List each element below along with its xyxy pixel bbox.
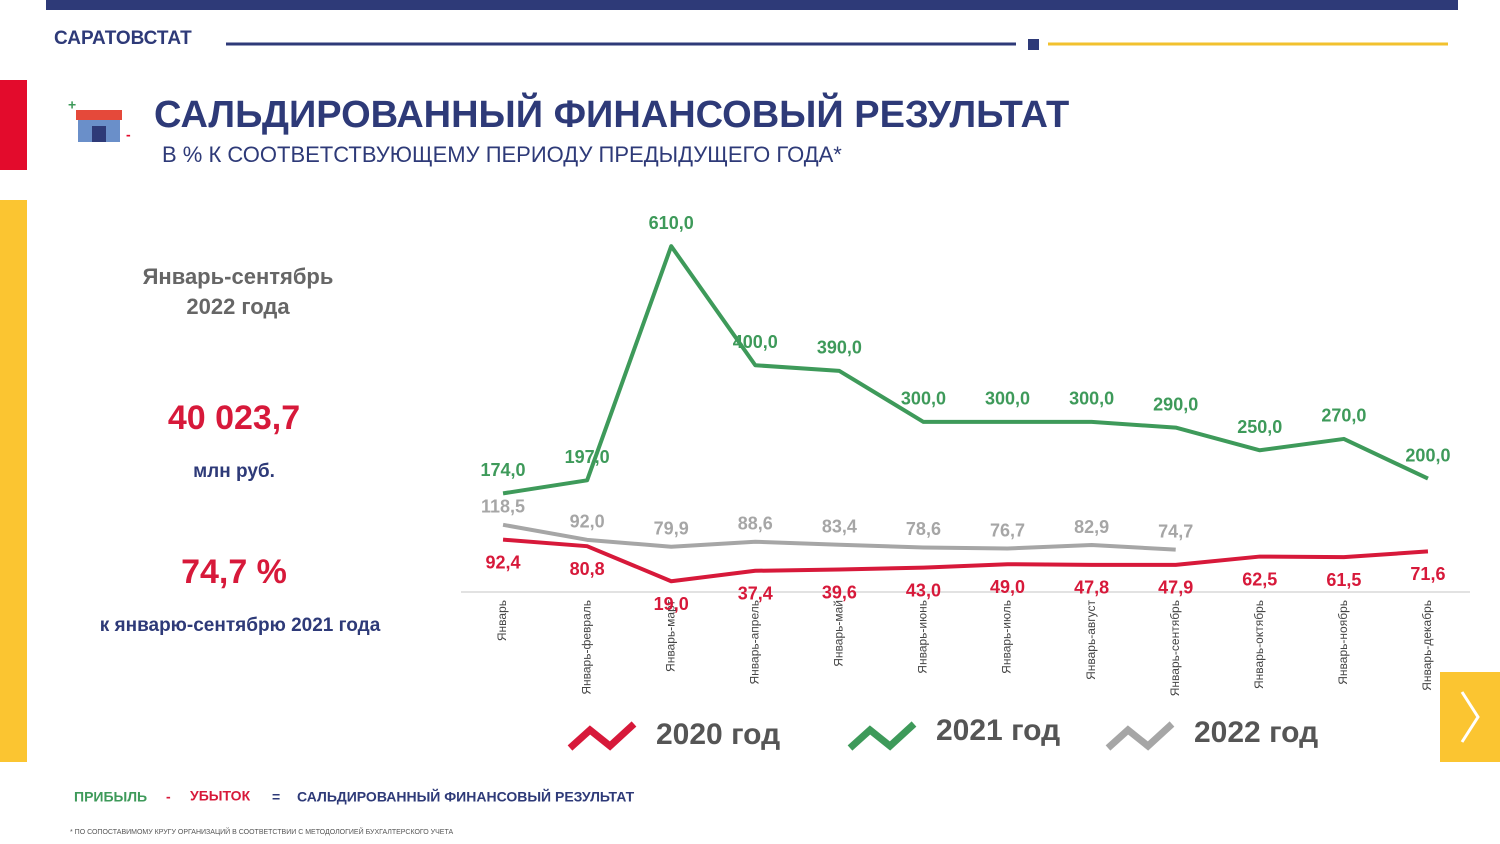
x-tick-label: Январь-август bbox=[1084, 600, 1098, 680]
data-label: 74,7 bbox=[1158, 521, 1193, 541]
data-label: 300,0 bbox=[1069, 389, 1114, 409]
summary-unit: млн руб. bbox=[193, 461, 275, 482]
data-label: 200,0 bbox=[1405, 445, 1450, 465]
x-tick-label: Январь-февраль bbox=[579, 600, 593, 695]
data-label: 250,0 bbox=[1237, 417, 1282, 437]
formula-profit: ПРИБЫЛЬ bbox=[74, 789, 147, 805]
data-label: 197,0 bbox=[565, 447, 610, 467]
data-label: 49,0 bbox=[990, 577, 1025, 597]
data-label: 270,0 bbox=[1321, 406, 1366, 426]
data-label: 610,0 bbox=[649, 213, 694, 233]
formula-result: САЛЬДИРОВАННЫЙ ФИНАНСОВЫЙ РЕЗУЛЬТАТ bbox=[297, 788, 635, 805]
data-label: 80,8 bbox=[570, 559, 605, 579]
svg-text:+: + bbox=[68, 97, 76, 113]
legend-swatch bbox=[847, 721, 917, 751]
summary-period: Январь-сентябрь bbox=[143, 264, 334, 289]
side-block bbox=[0, 80, 27, 170]
data-label: 78,6 bbox=[906, 519, 941, 539]
next-button[interactable] bbox=[1440, 672, 1500, 762]
data-label: 76,7 bbox=[990, 520, 1025, 540]
formula-loss: УБЫТОК bbox=[190, 788, 251, 804]
data-label: 300,0 bbox=[901, 389, 946, 409]
legend-label: 2020 год bbox=[656, 718, 780, 751]
x-tick-label: Январь-март bbox=[663, 600, 677, 672]
org-name: САРАТОВСТАТ bbox=[54, 28, 192, 49]
title: САЛЬДИРОВАННЫЙ ФИНАНСОВЫЙ РЕЗУЛЬТАТ bbox=[154, 91, 1069, 136]
shop-icon: + - bbox=[68, 97, 131, 143]
data-label: 71,6 bbox=[1410, 564, 1445, 584]
x-tick-label: Январь-октябрь bbox=[1252, 600, 1266, 689]
data-label: 43,0 bbox=[906, 580, 941, 600]
data-label: 174,0 bbox=[481, 460, 526, 480]
data-label: 62,5 bbox=[1242, 569, 1277, 589]
data-label: 92,4 bbox=[486, 552, 521, 572]
data-label: 47,9 bbox=[1158, 578, 1193, 598]
data-label: 390,0 bbox=[817, 338, 862, 358]
data-label: 92,0 bbox=[570, 512, 605, 532]
next-arrow bbox=[1460, 691, 1480, 743]
series-line bbox=[502, 537, 1429, 584]
footnote: * ПО СОПОСТАВИМОМУ КРУГУ ОРГАНИЗАЦИЙ В С… bbox=[70, 827, 454, 836]
series-line bbox=[502, 522, 1176, 552]
x-tick-label: Январь bbox=[495, 600, 509, 641]
top-bar bbox=[46, 0, 1458, 10]
x-tick-label: Январь-май bbox=[832, 600, 846, 667]
data-label: 88,6 bbox=[738, 514, 773, 534]
data-label: 39,6 bbox=[822, 582, 857, 602]
data-label: 400,0 bbox=[733, 332, 778, 352]
series-line bbox=[502, 244, 1429, 496]
x-tick-label: Январь-ноябрь bbox=[1336, 600, 1350, 685]
x-tick-label: Январь-июль bbox=[1000, 600, 1014, 674]
subtitle: В % К СООТВЕТСТВУЮЩЕМУ ПЕРИОДУ ПРЕДЫДУЩЕ… bbox=[162, 142, 842, 167]
summary-period: 2022 года bbox=[186, 294, 290, 319]
data-label: 118,5 bbox=[481, 497, 525, 517]
formula-minus: - bbox=[166, 789, 171, 805]
data-label: 37,4 bbox=[738, 584, 773, 604]
x-tick-label: Январь-сентябрь bbox=[1168, 600, 1182, 696]
x-tick-label: Январь-декабрь bbox=[1420, 600, 1434, 691]
summary-percent: 74,7 % bbox=[181, 553, 287, 591]
svg-text:-: - bbox=[126, 127, 131, 143]
legend-label: 2021 год bbox=[936, 714, 1060, 747]
x-tick-label: Январь-июнь bbox=[916, 600, 930, 674]
legend-swatch bbox=[1105, 721, 1175, 751]
data-label: 61,5 bbox=[1326, 570, 1361, 590]
summary-note: к январю-сентябрю 2021 года bbox=[100, 615, 381, 636]
formula-equals: = bbox=[272, 789, 280, 805]
header-square bbox=[1028, 39, 1039, 50]
data-label: 300,0 bbox=[985, 389, 1030, 409]
legend-swatch bbox=[567, 721, 637, 751]
side-block bbox=[0, 200, 27, 762]
data-label: 82,9 bbox=[1074, 517, 1109, 537]
data-label: 47,8 bbox=[1074, 578, 1109, 598]
data-label: 83,4 bbox=[822, 516, 857, 536]
x-tick-label: Январь-апрель bbox=[747, 600, 761, 685]
legend-label: 2022 год bbox=[1194, 716, 1318, 749]
data-label: 290,0 bbox=[1153, 394, 1198, 414]
data-label: 79,9 bbox=[654, 518, 689, 538]
summary-amount: 40 023,7 bbox=[168, 399, 300, 437]
data-label: 19,0 bbox=[654, 594, 689, 614]
